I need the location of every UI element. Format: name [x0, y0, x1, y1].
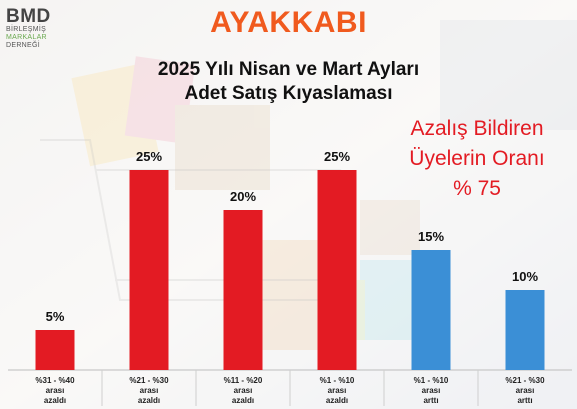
category-tick-label: arası — [234, 386, 253, 395]
category-tick-label: arası — [516, 386, 535, 395]
logo-mark: BMD — [6, 6, 51, 27]
chart-subtitle-line: 2025 Yılı Nisan ve Mart Ayları — [157, 59, 420, 80]
bar-value-label: 10% — [512, 269, 538, 284]
logo-line: MARKALAR — [6, 34, 47, 41]
category-tick-label: arttı — [517, 396, 532, 405]
bar-value-label: 20% — [230, 189, 256, 204]
category-tick-label: arası — [140, 386, 159, 395]
bar — [129, 170, 169, 370]
category-tick-label: %31 - %40 — [35, 376, 75, 385]
bar-value-label: 25% — [136, 149, 162, 164]
category-tick-label: arası — [422, 386, 441, 395]
bmd-logo: BMD BİRLEŞMİŞ MARKALAR DERNEĞİ — [6, 6, 66, 50]
category-title: AYAKKABI — [210, 6, 367, 39]
category-tick-label: azaldı — [232, 396, 254, 405]
category-tick-label: arası — [328, 386, 347, 395]
bar-value-label: 25% — [324, 149, 350, 164]
callout-line: Üyelerin Oranı — [409, 147, 545, 170]
logo-line: DERNEĞİ — [6, 42, 40, 49]
bar — [505, 290, 545, 370]
category-tick-label: %21 - %30 — [505, 376, 545, 385]
bar — [35, 330, 75, 370]
bar — [317, 170, 357, 370]
category-tick-label: azaldı — [326, 396, 348, 405]
category-tick-label: %21 - %30 — [129, 376, 169, 385]
category-tick-label: arası — [46, 386, 65, 395]
logo-line: BİRLEŞMİŞ — [6, 26, 47, 33]
category-tick-label: arttı — [423, 396, 438, 405]
bar-value-label: 15% — [418, 229, 444, 244]
callout-line: Azalış Bildiren — [410, 117, 544, 140]
category-tick-label: %11 - %20 — [224, 376, 263, 385]
bar-value-label: 5% — [46, 309, 65, 324]
bar — [223, 210, 263, 370]
category-tick-label: azaldı — [44, 396, 66, 405]
category-tick-label: %1 - %10 — [320, 376, 355, 385]
chart-subtitle-line: Adet Satış Kıyaslaması — [184, 83, 393, 104]
category-tick-label: azaldı — [138, 396, 160, 405]
callout-line: % 75 — [453, 177, 501, 200]
bar — [411, 250, 451, 370]
category-tick-label: %1 - %10 — [414, 376, 449, 385]
